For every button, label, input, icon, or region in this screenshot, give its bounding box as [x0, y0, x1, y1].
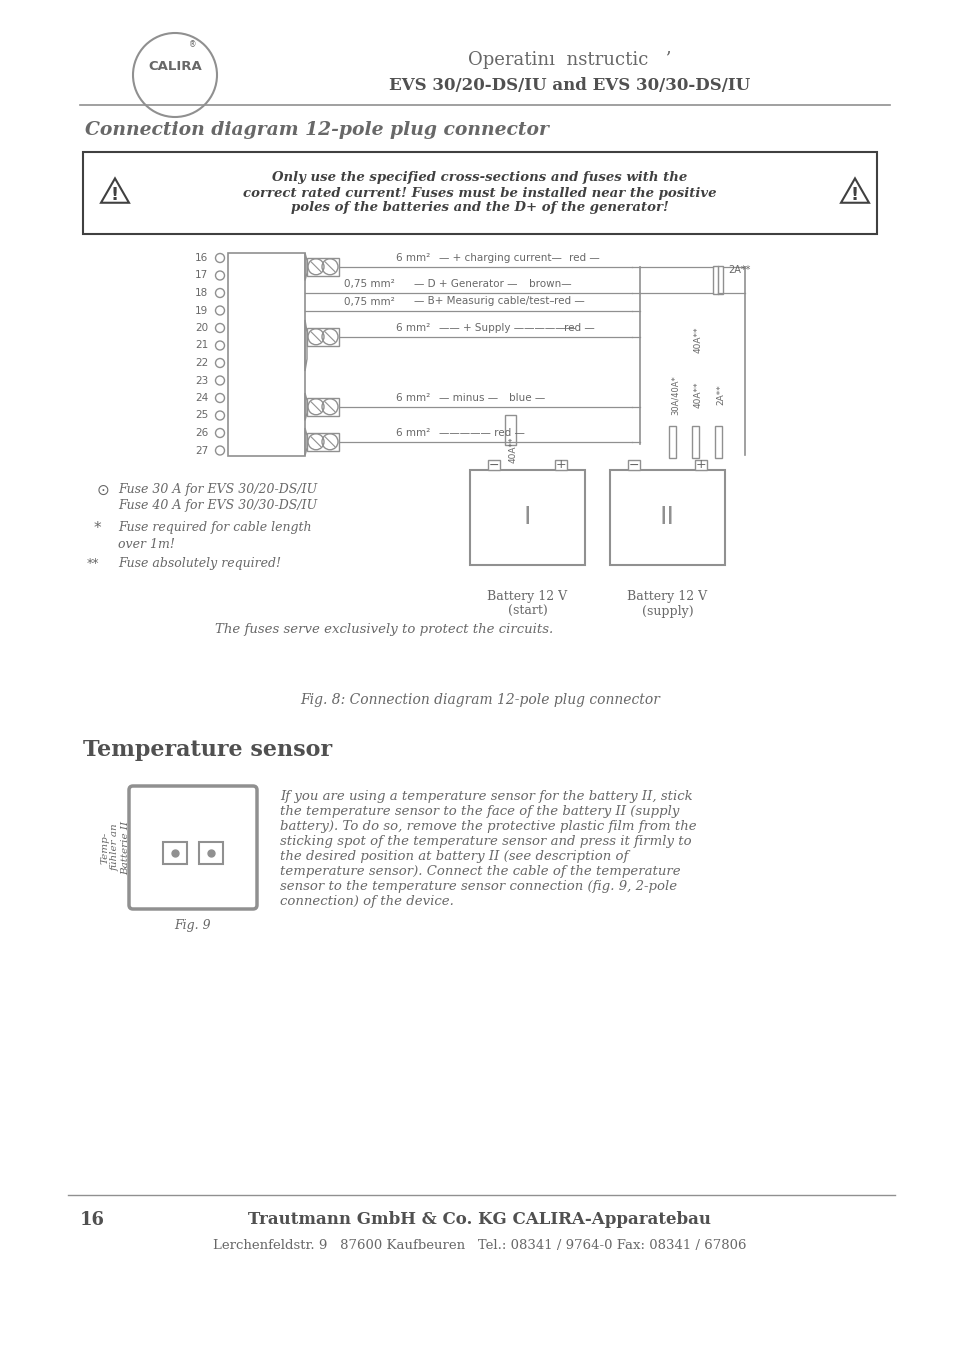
Text: Temp-
fühler an
Batterie II: Temp- fühler an Batterie II — [100, 820, 130, 874]
Bar — [488, 459, 500, 470]
Bar — [307, 432, 339, 451]
Text: 6 mm²: 6 mm² — [396, 253, 430, 263]
Text: over 1m!: over 1m! — [118, 538, 175, 550]
Text: Fig. 8: Connection diagram 12-pole plug connector: Fig. 8: Connection diagram 12-pole plug … — [300, 692, 660, 707]
Text: 24: 24 — [195, 393, 208, 402]
Text: 19: 19 — [195, 305, 208, 316]
Text: 40A**: 40A** — [509, 436, 517, 463]
Text: 0,75 mm²: 0,75 mm² — [344, 279, 395, 289]
Bar — [628, 459, 640, 470]
Text: Battery 12 V
(supply): Battery 12 V (supply) — [628, 589, 708, 618]
Text: The fuses serve exclusively to protect the circuits.: The fuses serve exclusively to protect t… — [215, 623, 553, 637]
Text: 6 mm²: 6 mm² — [396, 322, 430, 333]
Text: red —: red — — [569, 253, 600, 263]
Text: Only use the specified cross-sections and fuses with the
correct rated current! : Only use the specified cross-sections an… — [243, 172, 717, 214]
Bar — [470, 470, 585, 565]
Text: 2A**: 2A** — [728, 264, 751, 275]
Text: Fuse required for cable length: Fuse required for cable length — [118, 522, 311, 534]
Bar — [83, 152, 877, 234]
Bar — [307, 398, 339, 416]
Text: Temperature sensor: Temperature sensor — [83, 738, 332, 762]
Text: Battery 12 V
(start): Battery 12 V (start) — [488, 589, 567, 618]
Text: II: II — [660, 505, 675, 530]
Text: **: ** — [86, 557, 99, 570]
Bar — [610, 470, 725, 565]
Text: Fuse absolutely required!: Fuse absolutely required! — [118, 557, 281, 570]
Text: Fuse 30 A for EVS 30/20-DS/IU: Fuse 30 A for EVS 30/20-DS/IU — [118, 484, 317, 496]
Text: — + charging current—: — + charging current— — [439, 253, 562, 263]
Text: 25: 25 — [195, 411, 208, 420]
Bar — [505, 415, 516, 444]
Text: — B+ Measurig cable/test–: — B+ Measurig cable/test– — [414, 297, 555, 306]
Text: −: − — [489, 458, 499, 472]
Bar — [228, 253, 305, 455]
Text: 30A/40A*: 30A/40A* — [670, 375, 680, 415]
Text: 27: 27 — [195, 446, 208, 455]
Text: 26: 26 — [195, 428, 208, 438]
Text: I: I — [524, 505, 531, 530]
Text: 17: 17 — [195, 271, 208, 280]
Text: EVS 30/20-DS/IU and EVS 30/30-DS/IU: EVS 30/20-DS/IU and EVS 30/30-DS/IU — [390, 76, 751, 93]
Text: 16: 16 — [195, 253, 208, 263]
Bar — [715, 425, 722, 458]
Text: Lerchenfeldstr. 9   87600 Kaufbeuren   Tel.: 08341 / 9764-0 Fax: 08341 / 67806: Lerchenfeldstr. 9 87600 Kaufbeuren Tel.:… — [213, 1240, 747, 1252]
Text: Fuse 40 A for EVS 30/30-DS/IU: Fuse 40 A for EVS 30/30-DS/IU — [118, 500, 317, 512]
Text: 40A**: 40A** — [693, 327, 703, 354]
Bar — [199, 841, 223, 863]
Text: 22: 22 — [195, 358, 208, 369]
Text: — minus —: — minus — — [439, 393, 498, 402]
Bar — [692, 425, 699, 458]
Bar — [669, 425, 676, 458]
Text: Trautmann GmbH & Co. KG CALIRA-Apparatebau: Trautmann GmbH & Co. KG CALIRA-Apparateb… — [249, 1211, 711, 1229]
Text: Fig. 9: Fig. 9 — [175, 919, 211, 931]
Text: brown—: brown— — [529, 279, 571, 289]
Text: If you are using a temperature sensor for the battery II, stick
the temperature : If you are using a temperature sensor fo… — [280, 790, 697, 908]
Text: red —: red — — [564, 322, 595, 333]
Text: 6 mm²: 6 mm² — [396, 428, 430, 438]
Text: 0,75 mm²: 0,75 mm² — [344, 297, 395, 306]
Text: 6 mm²: 6 mm² — [396, 393, 430, 402]
Text: +: + — [696, 458, 707, 472]
Bar — [163, 841, 187, 863]
Text: !: ! — [851, 186, 859, 205]
Text: — D + Generator —: — D + Generator — — [414, 279, 517, 289]
Text: 20: 20 — [195, 322, 208, 333]
Text: 40A**: 40A** — [693, 382, 703, 408]
Text: 21: 21 — [195, 340, 208, 351]
Text: ⊙: ⊙ — [97, 482, 109, 497]
Bar — [307, 257, 339, 276]
Bar — [695, 459, 707, 470]
Text: —— + Supply ——————: —— + Supply —————— — [439, 322, 576, 333]
Text: ®: ® — [189, 41, 197, 50]
Text: red —: red — — [554, 297, 585, 306]
Text: Operatinı  nstructic   ’: Operatinı nstructic ’ — [468, 51, 672, 69]
Text: 18: 18 — [195, 289, 208, 298]
Bar — [307, 328, 339, 346]
Text: 23: 23 — [195, 375, 208, 386]
Text: 2A**: 2A** — [716, 385, 726, 405]
Text: −: − — [629, 458, 639, 472]
Text: CALIRA: CALIRA — [148, 61, 202, 73]
Text: ————— red —: ————— red — — [439, 428, 525, 438]
Text: !: ! — [111, 186, 119, 205]
Bar — [555, 459, 567, 470]
Text: +: + — [556, 458, 566, 472]
Text: 16: 16 — [80, 1211, 105, 1229]
Bar — [713, 266, 723, 294]
Text: blue —: blue — — [509, 393, 545, 402]
Text: Connection diagram 12-pole plug connector: Connection diagram 12-pole plug connecto… — [85, 121, 549, 140]
Text: *: * — [93, 520, 101, 535]
